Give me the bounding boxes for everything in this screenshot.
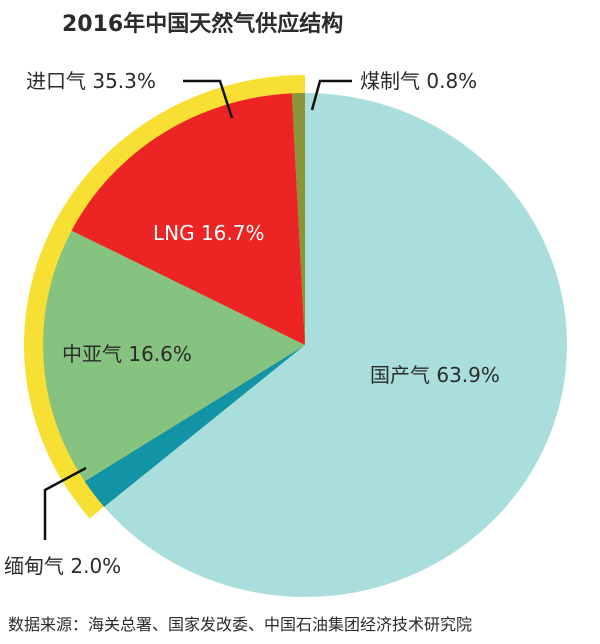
- label-domestic-gas: 国产气 63.9%: [370, 363, 500, 387]
- label-central-asia-gas: 中亚气 16.6%: [62, 342, 192, 366]
- slice-central-asia: [43, 230, 306, 482]
- coal-gas-leader-line: [310, 79, 352, 111]
- import-leader-line: [183, 79, 234, 119]
- label-myanmar-gas: 缅甸气 2.0%: [4, 554, 121, 578]
- slice-myanmar: [84, 345, 305, 507]
- source-note: 数据来源：海关总署、国家发改委、中国石油集团经济技术研究院: [8, 615, 472, 634]
- label-import-gas: 进口气 35.3%: [26, 69, 156, 93]
- label-lng: LNG 16.7%: [153, 221, 265, 245]
- slice-coal-gas: [291, 93, 305, 345]
- myanmar-leader-line: [43, 466, 87, 540]
- chart-title: 2016年中国天然气供应结构: [62, 11, 343, 37]
- slice-domestic: [104, 93, 567, 597]
- slice-lng: [71, 93, 305, 345]
- label-coal-gas: 煤制气 0.8%: [360, 69, 477, 93]
- pie-slices: [43, 93, 567, 597]
